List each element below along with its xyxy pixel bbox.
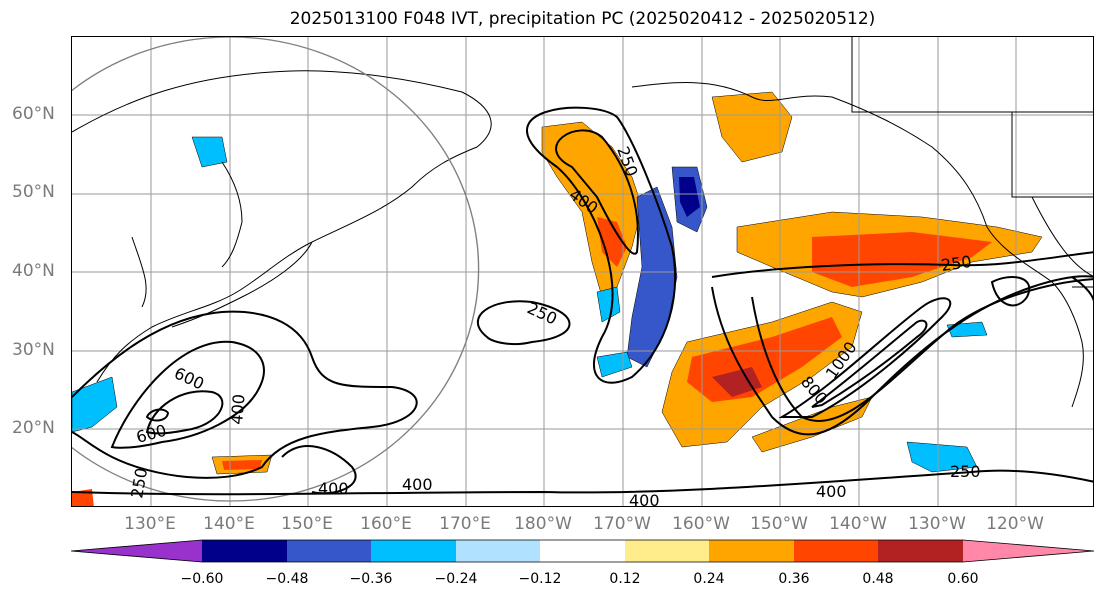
reference-circle <box>72 37 480 502</box>
colorbar-segment <box>371 540 456 562</box>
ivt-contour-line <box>72 469 1093 496</box>
longitude-label: 140°W <box>829 514 887 534</box>
precip-shading <box>72 91 1043 506</box>
colorbar-segments <box>70 539 1095 563</box>
ivt-contour-line <box>110 340 265 449</box>
ivt-contour-line <box>811 319 928 408</box>
longitude-label: 160°W <box>672 514 730 534</box>
colorbar-tick-label: 0.36 <box>778 571 810 587</box>
graticule <box>72 37 1093 506</box>
colorbar-segment <box>456 540 540 562</box>
precip-negative-region <box>906 441 978 473</box>
ivt-contour-label: 600 <box>171 363 207 393</box>
precip-positive-region <box>222 460 262 470</box>
colorbar-tick-label: 0.60 <box>947 571 979 587</box>
colorbar-tick-label: −0.36 <box>349 571 393 587</box>
longitude-label: 150°E <box>281 514 333 534</box>
precip-positive-region <box>751 396 873 453</box>
colorbar-segment <box>540 540 625 562</box>
coastlines <box>72 37 1093 408</box>
precip-negative-region <box>72 376 118 433</box>
latitude-label: 40°N <box>12 261 55 281</box>
precip-negative-region <box>679 177 700 217</box>
ivt-contour-line <box>72 310 418 479</box>
latitude-label: 60°N <box>12 104 55 124</box>
ivt-contours <box>72 106 1093 496</box>
colorbar-outline <box>70 539 1095 563</box>
longitude-label: 170°E <box>439 514 491 534</box>
colorbar-segment <box>709 540 794 562</box>
ivt-contour-line <box>555 129 639 255</box>
colorbar-segment <box>963 540 1094 562</box>
latitude-label: 20°N <box>12 418 55 438</box>
colorbar-tick-label: 0.48 <box>862 571 894 587</box>
colorbar-segment <box>878 540 963 562</box>
colorbar-segment <box>202 540 287 562</box>
ivt-contour-line <box>145 390 224 435</box>
longitude-label: 140°E <box>203 514 255 534</box>
precip-negative-region <box>191 136 228 168</box>
ivt-contour-line <box>145 408 170 422</box>
colorbar-segment <box>625 540 709 562</box>
colorbar <box>70 539 1095 563</box>
colorbar-tick-label: −0.12 <box>518 571 562 587</box>
longitude-label: 170°W <box>593 514 651 534</box>
ivt-contour-line <box>1071 276 1093 302</box>
ivt-contour-labels: 250 400 250 400 600 600 400 250 400 400 … <box>127 144 981 507</box>
ivt-contour-line <box>711 251 1093 278</box>
colorbar-tick-label: −0.48 <box>265 571 309 587</box>
precip-positive-region <box>712 367 762 397</box>
colorbar-segment <box>71 540 202 562</box>
ivt-contour-line <box>476 300 571 346</box>
colorbar-tick-label: −0.60 <box>180 571 224 587</box>
latitude-label: 50°N <box>12 182 55 202</box>
ivt-contour-line <box>778 297 952 418</box>
map-canvas: 250 400 250 400 600 600 400 250 400 400 … <box>72 37 1093 507</box>
precip-negative-region <box>596 351 633 378</box>
longitude-label: 130°E <box>124 514 176 534</box>
colorbar-tick-label: 0.12 <box>609 571 641 587</box>
longitude-label: 130°W <box>908 514 966 534</box>
longitude-label: 180°W <box>514 514 572 534</box>
ivt-contour-label: 400 <box>816 482 847 501</box>
colorbar-segment <box>287 540 371 562</box>
map-title: 2025013100 F048 IVT, precipitation PC (2… <box>289 9 876 29</box>
precip-positive-region <box>711 91 793 163</box>
precip-positive-region <box>812 232 992 287</box>
ivt-contour-line <box>281 445 357 495</box>
ivt-contour-label: 400 <box>402 475 433 494</box>
ivt-contour-label: 600 <box>134 421 168 447</box>
latitude-label: 30°N <box>12 340 55 360</box>
ivt-contour-label: 400 <box>318 479 349 498</box>
ivt-contour-label: 400 <box>227 393 249 425</box>
ivt-contour-label: 250 <box>950 462 981 481</box>
ivt-contour-label: 400 <box>629 491 660 507</box>
longitude-label: 150°W <box>750 514 808 534</box>
precip-negative-region <box>596 286 621 323</box>
ivt-contour-line <box>526 106 676 384</box>
ivt-contour-label: 250 <box>524 298 560 328</box>
map-panel[interactable]: 250 400 250 400 600 600 400 250 400 400 … <box>71 36 1094 507</box>
ivt-contour-label: 250 <box>940 252 973 275</box>
longitude-label: 120°W <box>986 514 1044 534</box>
ivt-contour-line <box>751 278 1093 422</box>
ivt-contour-line <box>990 276 1031 307</box>
colorbar-tick-label: 0.24 <box>693 571 725 587</box>
precip-positive-region <box>597 217 627 267</box>
colorbar-tick-label: −0.24 <box>434 571 478 587</box>
precip-negative-region <box>946 321 988 338</box>
longitude-label: 160°E <box>360 514 412 534</box>
colorbar-segment <box>794 540 878 562</box>
